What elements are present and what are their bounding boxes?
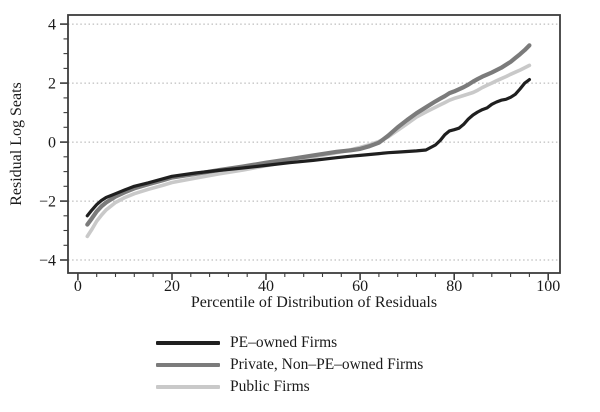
legend-item-pe-owned-firms: PE–owned Firms	[156, 332, 423, 354]
y-tick-label: 4	[48, 17, 56, 34]
legend-label: PE–owned Firms	[230, 334, 338, 351]
y-tick-label: −2	[39, 194, 56, 211]
series-line-private-non-pe-owned-firms	[85, 43, 532, 227]
y-axis-title: Residual Log Seats	[8, 82, 25, 206]
plot-frame	[67, 14, 561, 274]
legend-swatch-private-non-pe-line	[156, 362, 220, 368]
y-tick-label: 2	[48, 76, 56, 93]
x-tick-label: 40	[258, 278, 274, 295]
series-line-pe-owned-firms	[85, 78, 531, 218]
series-line-public-firms	[85, 63, 532, 239]
chart-legend: PE–owned Firms Private, Non–PE–owned Fir…	[156, 332, 423, 398]
legend-swatch-public-line	[156, 385, 220, 389]
legend-swatch-pe-owned-line	[156, 341, 220, 345]
x-tick-label: 0	[74, 278, 82, 295]
legend-label: Private, Non–PE–owned Firms	[230, 356, 424, 373]
legend-item-private-non-pe-owned-firms: Private, Non–PE–owned Firms	[156, 354, 423, 376]
legend-label: Public Firms	[230, 378, 310, 395]
y-tick-label: 0	[48, 135, 56, 152]
x-tick-label: 60	[352, 278, 368, 295]
y-tick-label: −4	[39, 253, 56, 270]
x-tick-label: 20	[164, 278, 180, 295]
legend-item-public-firms: Public Firms	[156, 376, 423, 398]
x-tick-label: 80	[446, 278, 462, 295]
x-tick-label: 100	[536, 278, 560, 295]
x-axis-title: Percentile of Distribution of Residuals	[190, 294, 438, 311]
